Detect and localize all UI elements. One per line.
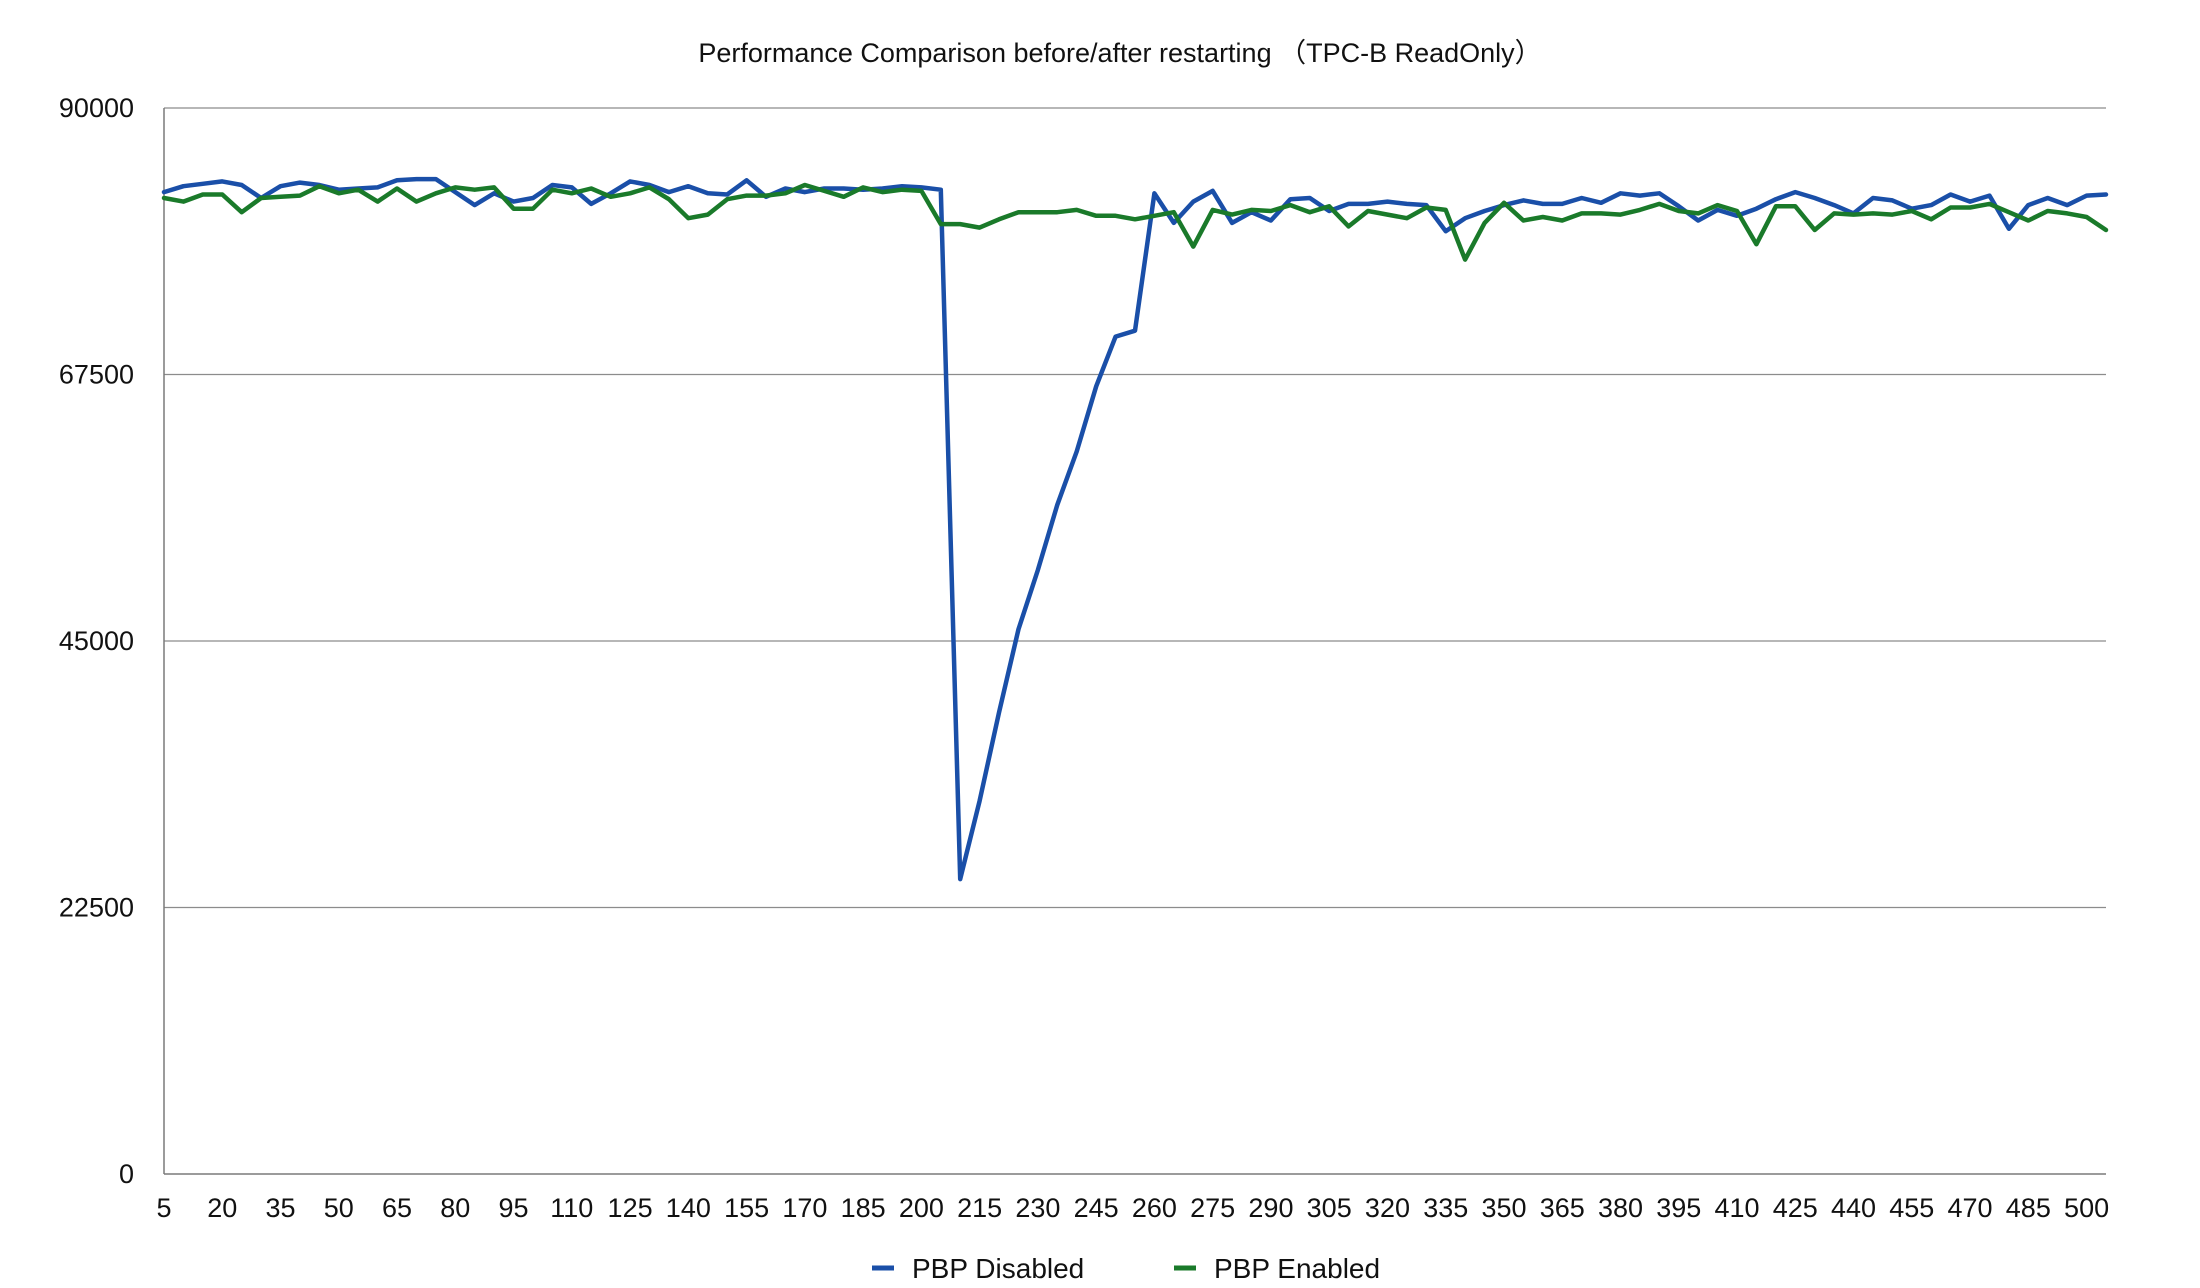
x-tick-label: 215 bbox=[957, 1193, 1002, 1223]
x-tick-label: 260 bbox=[1132, 1193, 1177, 1223]
legend-label-0: PBP Disabled bbox=[912, 1253, 1084, 1284]
x-tick-label: 140 bbox=[666, 1193, 711, 1223]
x-tick-label: 440 bbox=[1831, 1193, 1876, 1223]
x-tick-label: 365 bbox=[1540, 1193, 1585, 1223]
y-tick-label: 0 bbox=[119, 1159, 134, 1189]
y-tick-label: 67500 bbox=[59, 360, 134, 390]
x-tick-label: 245 bbox=[1074, 1193, 1119, 1223]
x-tick-label: 110 bbox=[550, 1193, 593, 1223]
x-tick-label: 65 bbox=[382, 1193, 412, 1223]
x-tick-label: 275 bbox=[1190, 1193, 1235, 1223]
y-tick-label: 22500 bbox=[59, 893, 134, 923]
grid-layer bbox=[163, 107, 2106, 1175]
x-tick-label: 20 bbox=[207, 1193, 237, 1223]
x-tick-label: 230 bbox=[1015, 1193, 1060, 1223]
legend-label-1: PBP Enabled bbox=[1214, 1253, 1380, 1284]
x-tick-label: 185 bbox=[841, 1193, 886, 1223]
x-tick-label: 350 bbox=[1481, 1193, 1526, 1223]
series-line-0 bbox=[161, 176, 2109, 882]
x-tick-label: 200 bbox=[899, 1193, 944, 1223]
x-tick-label: 320 bbox=[1365, 1193, 1410, 1223]
x-tick-label: 425 bbox=[1773, 1193, 1818, 1223]
x-tick-label: 155 bbox=[724, 1193, 769, 1223]
x-tick-label: 410 bbox=[1714, 1193, 1759, 1223]
x-tick-label: 125 bbox=[608, 1193, 653, 1223]
x-axis-ticks: 5 20 35 50 65 80 95 110 125 140 155 170 185 200 215 230… bbox=[156, 1193, 2109, 1223]
series-line-1 bbox=[161, 182, 2109, 262]
x-tick-label: 335 bbox=[1423, 1193, 1468, 1223]
y-tick-label: 90000 bbox=[59, 93, 134, 123]
x-tick-label: 500 bbox=[2064, 1193, 2109, 1223]
x-tick-label: 95 bbox=[499, 1193, 529, 1223]
x-tick-label: 5 bbox=[156, 1193, 171, 1223]
x-tick-label: 35 bbox=[265, 1193, 295, 1223]
x-tick-label: 470 bbox=[1948, 1193, 1993, 1223]
x-tick-label: 305 bbox=[1307, 1193, 1352, 1223]
x-tick-label: 485 bbox=[2006, 1193, 2051, 1223]
x-tick-label: 50 bbox=[324, 1193, 354, 1223]
chart-title: Performance Comparison before/after rest… bbox=[698, 38, 1541, 68]
y-tick-label: 45000 bbox=[59, 626, 134, 656]
x-tick-label: 395 bbox=[1656, 1193, 1701, 1223]
x-tick-label: 380 bbox=[1598, 1193, 1643, 1223]
series-layer bbox=[161, 176, 2109, 882]
x-tick-label: 290 bbox=[1248, 1193, 1293, 1223]
x-tick-label: 170 bbox=[782, 1193, 827, 1223]
legend: PBP Disabled PBP Enabled bbox=[872, 1253, 1380, 1284]
x-tick-label: 80 bbox=[440, 1193, 470, 1223]
y-axis-ticks: 0 22500 45000 67500 90000 bbox=[59, 93, 134, 1189]
x-tick-label: 455 bbox=[1889, 1193, 1934, 1223]
